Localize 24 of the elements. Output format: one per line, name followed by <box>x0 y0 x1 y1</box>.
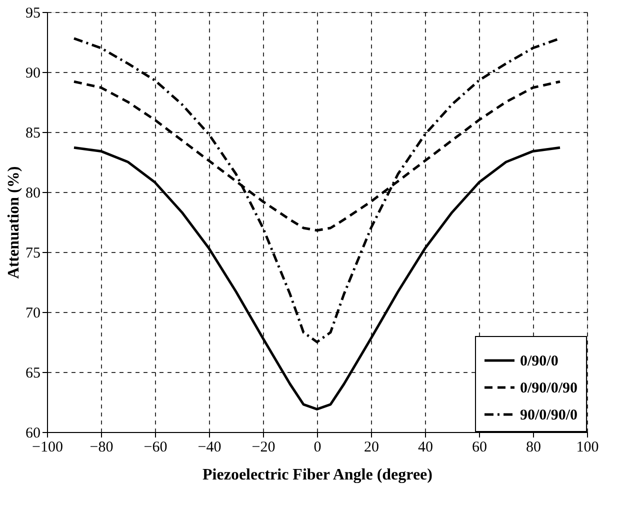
y-tick-label: 90 <box>26 66 40 82</box>
x-tick-label: −20 <box>252 440 276 456</box>
y-tick-label: 65 <box>26 366 40 382</box>
y-tick-label: 95 <box>26 6 40 22</box>
x-tick-label: −80 <box>90 440 114 456</box>
x-axis-title: Piezoelectric Fiber Angle (degree) <box>202 466 432 484</box>
x-tick-label: 0 <box>314 440 322 456</box>
y-tick-label: 60 <box>26 426 40 442</box>
x-tick-label: 80 <box>526 440 541 456</box>
y-tick-label: 70 <box>26 306 40 322</box>
x-tick-label: 20 <box>364 440 379 456</box>
legend-label: 0/90/0/90 <box>520 380 578 396</box>
x-tick-label: 40 <box>418 440 433 456</box>
legend-label: 0/90/0 <box>520 354 558 370</box>
x-tick-label: 100 <box>576 440 599 456</box>
y-tick-label: 80 <box>26 186 40 202</box>
x-tick-label: −100 <box>32 440 63 456</box>
x-tick-label: −60 <box>144 440 168 456</box>
legend-label: 90/0/90/0 <box>520 408 578 424</box>
y-axis-title: Attenuation (%) <box>6 166 22 279</box>
x-tick-label: 60 <box>472 440 487 456</box>
x-tick-label: −40 <box>198 440 222 456</box>
y-tick-label: 85 <box>26 126 40 142</box>
y-tick-label: 75 <box>26 246 40 262</box>
